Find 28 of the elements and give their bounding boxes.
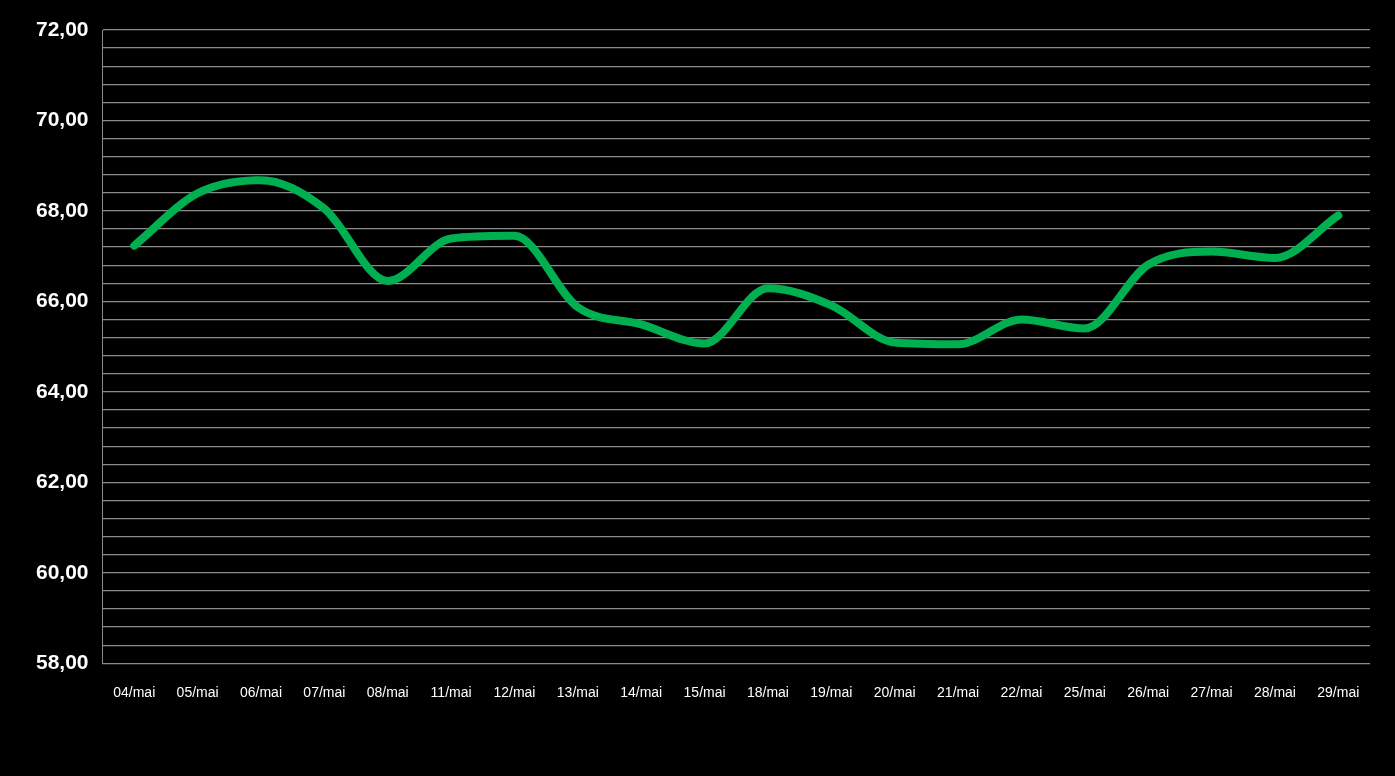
x-tick-label: 19/mai [810,684,853,701]
x-tick-label: 13/mai [556,684,599,701]
x-tick-label: 20/mai [873,684,916,701]
y-tick-label: 66,00 [35,288,89,312]
x-tick-label: 27/mai [1190,684,1233,701]
x-tick-label: 22/mai [1000,684,1043,701]
x-tick-label: 06/mai [239,684,282,701]
x-tick-label: 28/mai [1253,684,1296,701]
x-tick-label: 15/mai [683,684,726,701]
x-tick-label: 21/mai [937,684,980,701]
x-tick-label: 08/mai [366,684,409,701]
x-tick-label: 11/mai [430,684,472,701]
y-tick-label: 62,00 [35,469,89,493]
x-tick-label: 26/mai [1127,684,1170,701]
y-tick-label: 58,00 [35,650,89,673]
x-tick-label: 05/mai [176,684,219,701]
x-tick-label: 04/mai [113,684,156,701]
x-tick-label: 18/mai [746,684,789,701]
x-tick-label: 14/mai [620,684,663,701]
x-tick-label: 12/mai [493,684,536,701]
y-tick-label: 68,00 [35,197,89,221]
y-tick-label: 72,00 [35,16,89,40]
y-tick-label: 60,00 [35,559,89,583]
x-tick-label: 25/mai [1063,684,1106,701]
y-tick-label: 64,00 [35,378,89,402]
y-tick-label: 70,00 [35,107,89,131]
x-tick-label: 29/mai [1317,684,1360,701]
x-tick-label: 07/mai [303,684,346,701]
